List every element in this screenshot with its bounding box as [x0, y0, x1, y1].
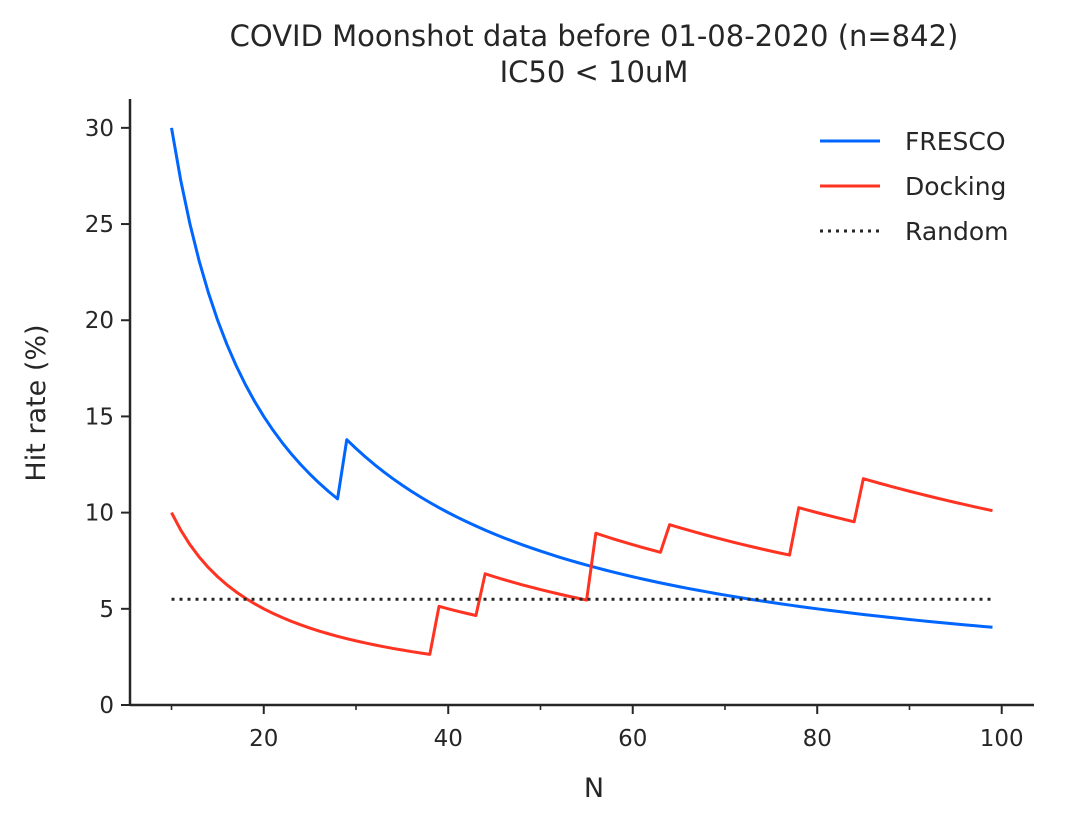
legend-label-random: Random — [905, 217, 1009, 246]
x-tick-label: 40 — [434, 726, 463, 752]
legend-label-docking: Docking — [905, 172, 1006, 201]
y-tick-label: 20 — [85, 308, 114, 334]
legend-label-fresco: FRESCO — [905, 127, 1006, 156]
chart-title: COVID Moonshot data before 01-08-2020 (n… — [230, 19, 959, 53]
x-axis-label: N — [584, 773, 604, 804]
x-tick-label: 20 — [249, 726, 278, 752]
chart-subtitle: IC50 < 10uM — [500, 55, 689, 89]
y-tick-label: 25 — [85, 212, 114, 238]
series-line-docking — [170, 477, 993, 656]
ticks-layer: 0 5 10 15 20 25 30 20 40 60 80 100 — [85, 116, 1024, 752]
y-axis-label: Hit rate (%) — [21, 324, 52, 481]
y-tick-label: 5 — [99, 597, 114, 623]
y-tick-label: 15 — [85, 404, 114, 430]
y-tick-label: 10 — [85, 501, 114, 527]
x-tick-label: 80 — [803, 726, 832, 752]
legend: FRESCO Docking Random — [820, 127, 1009, 246]
series-layer — [170, 127, 993, 656]
x-tick-label: 60 — [618, 726, 647, 752]
y-tick-label: 30 — [85, 116, 114, 142]
x-tick-label: 100 — [980, 726, 1024, 752]
series-line-fresco — [170, 127, 993, 629]
y-tick-label: 0 — [99, 693, 114, 719]
